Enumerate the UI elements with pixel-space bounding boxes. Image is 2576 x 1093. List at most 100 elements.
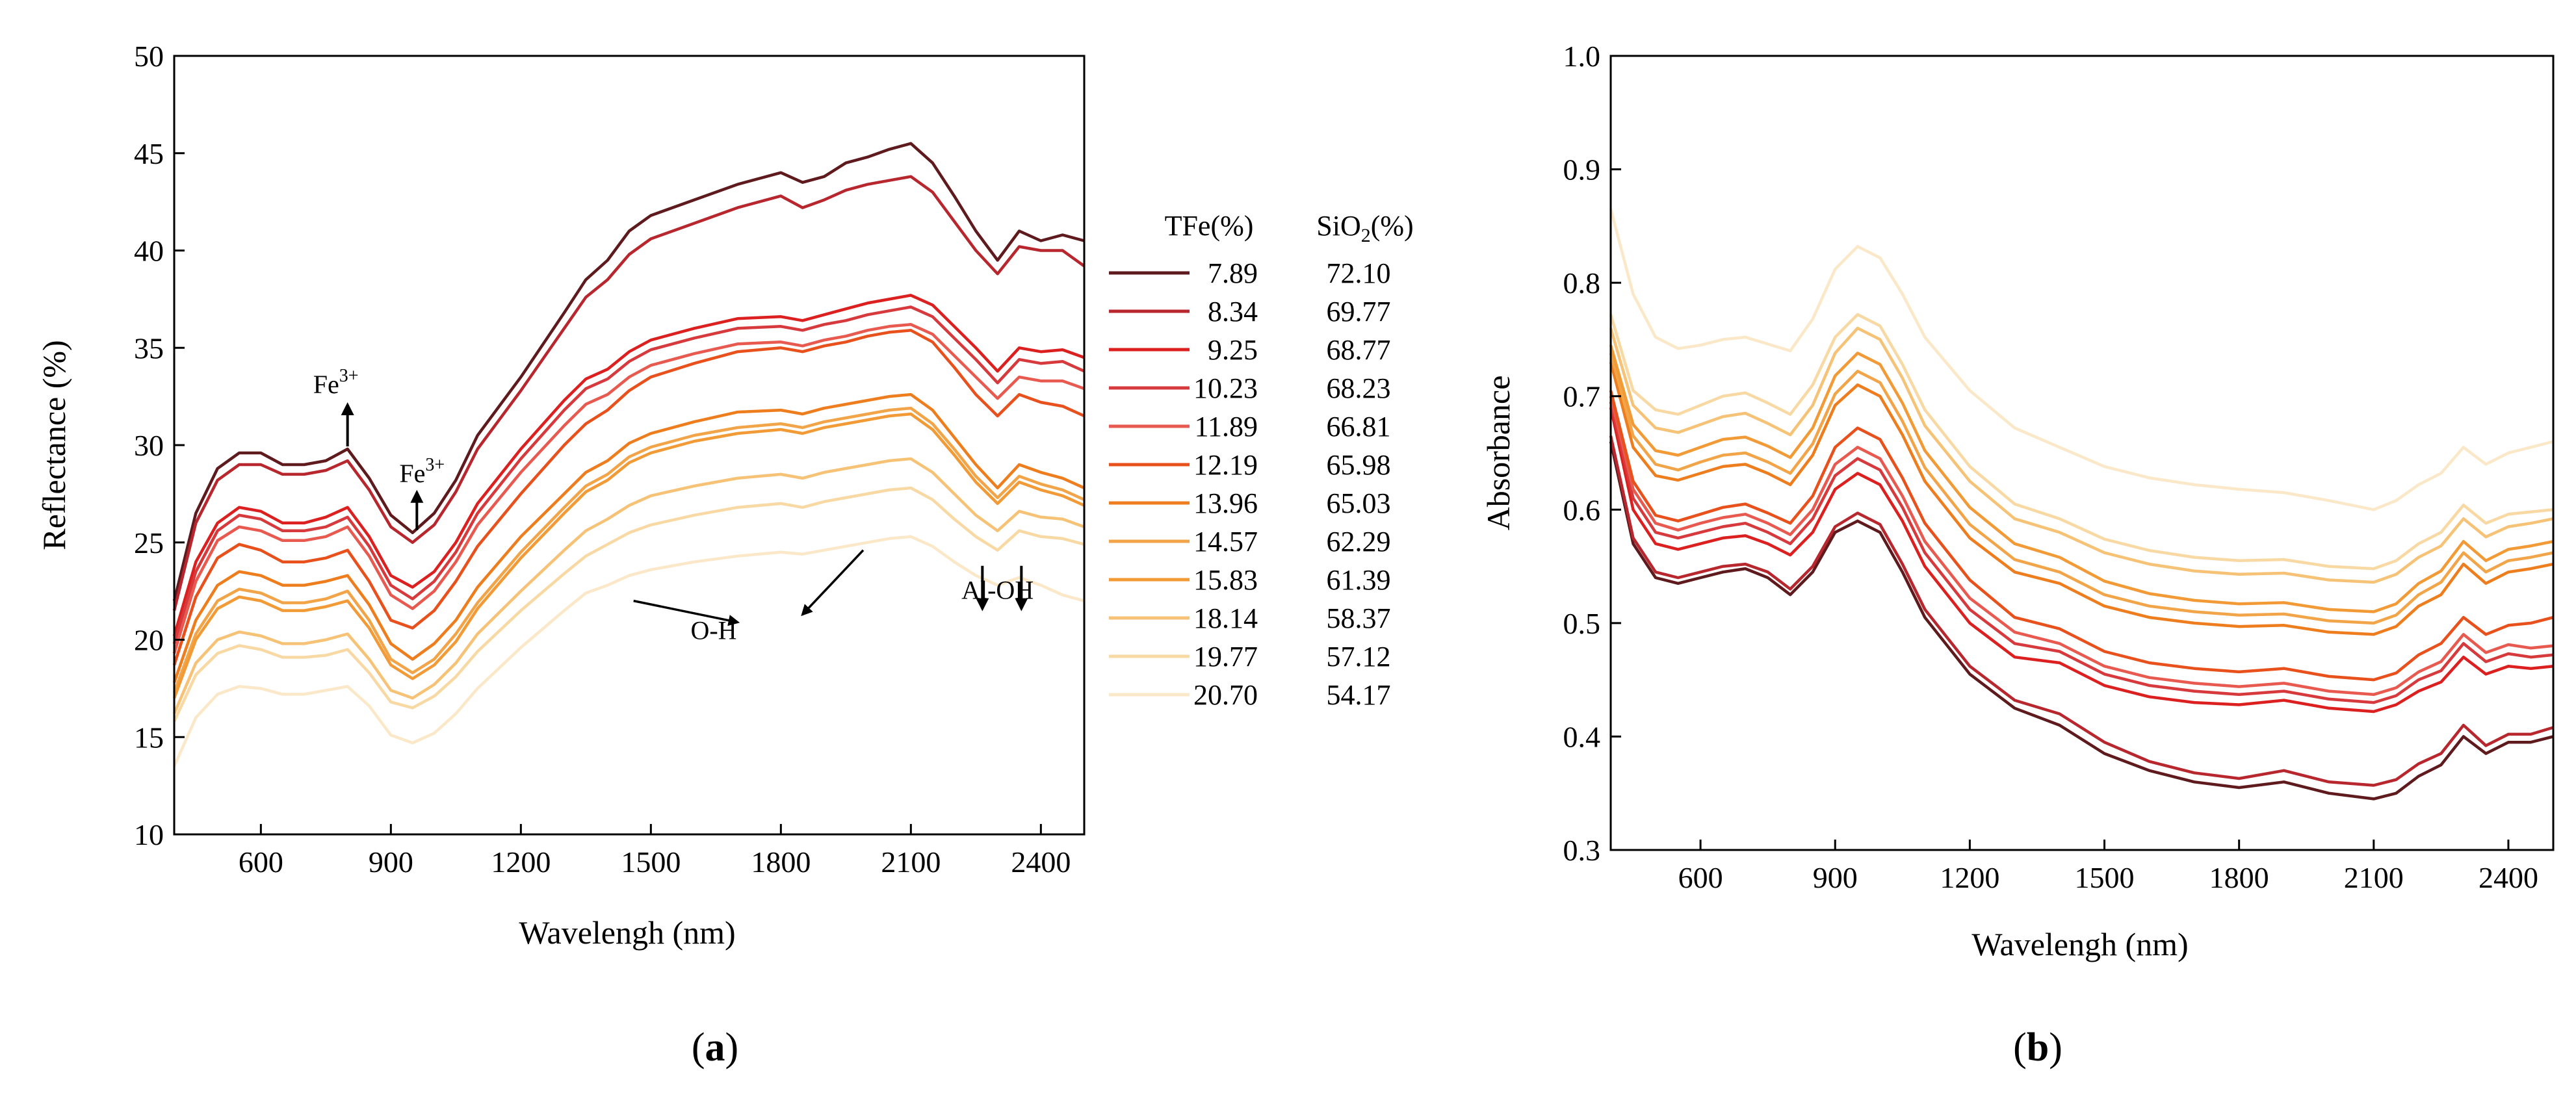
panel-b-x-tick-label-1500: 1500 <box>2075 861 2135 894</box>
panel-a-x-tick-label-1500: 1500 <box>621 845 681 879</box>
panel-b-series-line-12 <box>1609 209 2554 511</box>
panel-b-x-tick-label-600: 600 <box>1678 861 1723 894</box>
panel-a-y-tick-label-2: 20 <box>134 624 164 657</box>
panel-a-label: (a) <box>692 1025 738 1070</box>
legend-header-sio2: SiO2(%) <box>1316 210 1413 246</box>
panel-b-frame <box>1609 55 2555 851</box>
fe3-valley-label-base: Fe <box>399 459 425 488</box>
oh-arrow-right <box>801 549 865 617</box>
panel-a-x-tick-label-600: 600 <box>239 845 283 879</box>
panel-a-series-line-3 <box>172 294 1085 637</box>
panel-b-series-line-2 <box>1609 435 2554 787</box>
legend-tfe-3: 9.25 <box>1208 334 1258 366</box>
panel-a-y-axis-label: Reflectance (%) <box>36 340 72 550</box>
legend-header-sio2-sub: 2 <box>1361 225 1371 246</box>
panel-b-y-tick-label-5: 0.8 <box>1563 266 1601 300</box>
panel-b-chart: 600 900 1200 1500 1800 2100 2400 0.3 0.4 0.5 0.6 0.… <box>1480 40 2555 962</box>
legend-sio2-12: 54.17 <box>1327 679 1391 711</box>
panel-b-series-line-3 <box>1609 407 2554 714</box>
panel-a-chart: 600 900 1200 1500 1800 2100 2400 10 15 20 25 30 35 40… <box>36 40 1414 951</box>
panel-a-series-line-11 <box>172 486 1085 723</box>
fe3-valley-label-sup: 3+ <box>425 455 445 475</box>
panel-b-series-lines <box>1609 209 2554 801</box>
legend-tfe-9: 15.83 <box>1193 564 1258 596</box>
legend-sio2-9: 61.39 <box>1327 564 1391 596</box>
legend-sio2-8: 62.29 <box>1327 526 1391 558</box>
panel-a-x-tick-label-1200: 1200 <box>491 845 551 879</box>
panel-a-y-tick-label-4: 30 <box>134 429 164 462</box>
legend-tfe-2: 8.34 <box>1208 296 1258 328</box>
panel-b-label: (b) <box>2013 1025 2062 1070</box>
aloh-label: Al-OH <box>961 576 1034 605</box>
legend-tfe-5: 11.89 <box>1195 411 1258 443</box>
panel-a-series-line-12 <box>172 535 1085 767</box>
legend-tfe-6: 12.19 <box>1193 449 1258 481</box>
panel-b-x-tick-label-2100: 2100 <box>2344 861 2404 894</box>
legend-tfe-1: 7.89 <box>1208 257 1258 289</box>
panel-b-x-tick-label-1200: 1200 <box>1940 861 1999 894</box>
fe3-peak-label-sup: 3+ <box>339 366 359 386</box>
legend-sio2-5: 66.81 <box>1327 411 1391 443</box>
legend-tfe-7: 13.96 <box>1193 487 1258 519</box>
panel-a-series-line-9 <box>172 412 1085 699</box>
oh-arrow-left <box>633 599 740 626</box>
panel-a-y-tick-label-0: 10 <box>134 818 164 851</box>
legend-sio2-3: 68.77 <box>1327 334 1391 366</box>
panel-b-letter: b <box>2027 1025 2049 1070</box>
panel-b-y-tick-label-6: 0.9 <box>1563 153 1601 186</box>
panel-a-y-tick-label-3: 25 <box>134 526 164 559</box>
panel-b-series-line-5 <box>1609 396 2554 697</box>
panel-b-x-axis-label: Wavelengh (nm) <box>1971 926 2188 962</box>
panel-b-x-tick-label-1800: 1800 <box>2209 861 2269 894</box>
panel-a-series-line-4 <box>172 305 1085 645</box>
panel-b-y-axis-label: Absorbance <box>1480 376 1516 531</box>
panel-a-series-line-2 <box>172 175 1086 611</box>
legend-sio2-6: 65.98 <box>1327 449 1391 481</box>
panel-a-series-line-1 <box>172 142 1085 602</box>
panel-a-series-line-6 <box>172 329 1085 666</box>
panel-a-x-tick-label-2400: 2400 <box>1011 845 1071 879</box>
panel-b-series-line-6 <box>1609 390 2554 682</box>
legend-sio2-10: 58.37 <box>1327 602 1391 634</box>
legend-header-sio2-base: SiO <box>1316 210 1360 242</box>
legend-tfe-12: 20.70 <box>1193 679 1258 711</box>
legend-tfe-4: 10.23 <box>1193 372 1258 404</box>
panel-a-y-tick-label-5: 35 <box>134 331 164 365</box>
panel-a-x-tick-label-2100: 2100 <box>881 845 941 879</box>
legend-header-tfe: TFe(%) <box>1165 210 1254 242</box>
panel-a-y-tick-label-1: 15 <box>134 721 164 754</box>
panel-b-axis-ticks: 600 900 1200 1500 1800 2100 2400 0.3 0.4 0.5 0.6 0.… <box>1563 40 2538 894</box>
fe3-valley-label: Fe3+ <box>399 455 445 488</box>
panel-b-series-line-4 <box>1609 401 2554 704</box>
panel-b-y-tick-label-4: 0.7 <box>1563 380 1601 413</box>
legend-sio2-11: 57.12 <box>1327 641 1391 673</box>
panel-a-series-line-8 <box>172 406 1085 693</box>
panel-b-y-tick-label-1: 0.4 <box>1563 720 1601 753</box>
panel-a-x-tick-label-900: 900 <box>369 845 413 879</box>
panel-a-series-line-5 <box>172 323 1085 654</box>
fe3-peak-label: Fe3+ <box>313 366 359 399</box>
panel-a-x-axis-label: Wavelengh (nm) <box>519 914 735 951</box>
legend-sio2-1: 72.10 <box>1327 257 1391 289</box>
fe3-peak-label-base: Fe <box>313 370 339 399</box>
panel-a-legend: TFe(%) SiO2(%) 7.89 72.10 8.34 69.77 9.25 68.77… <box>1109 210 1414 711</box>
panel-b-x-tick-label-2400: 2400 <box>2478 861 2538 894</box>
panel-b-series-line-10 <box>1609 326 2554 584</box>
legend-tfe-11: 19.77 <box>1193 641 1258 673</box>
panel-a-y-tick-label-7: 45 <box>134 137 164 170</box>
panel-b-series-line-8 <box>1609 352 2554 625</box>
panel-a-axis-ticks: 600 900 1200 1500 1800 2100 2400 10 15 20 25 30 35 40… <box>134 40 1071 879</box>
legend-sio2-7: 65.03 <box>1327 487 1391 519</box>
panel-a-annotations: Fe3+Fe3+O-HAl-OH <box>313 366 1034 645</box>
panel-b-y-tick-label-3: 0.6 <box>1563 493 1601 526</box>
panel-b-series-line-11 <box>1609 313 2554 571</box>
legend-tfe-10: 18.14 <box>1193 602 1258 634</box>
legend-tfe-8: 14.57 <box>1193 526 1258 558</box>
panel-a-x-tick-label-1800: 1800 <box>751 845 811 879</box>
panel-b-y-tick-label-7: 1.0 <box>1563 40 1601 73</box>
panel-b-x-tick-label-900: 900 <box>1813 861 1858 894</box>
panel-b-series-line-1 <box>1609 441 2554 801</box>
panel-b-y-tick-label-2: 0.5 <box>1563 607 1601 640</box>
panel-a-series-lines <box>172 142 1086 767</box>
